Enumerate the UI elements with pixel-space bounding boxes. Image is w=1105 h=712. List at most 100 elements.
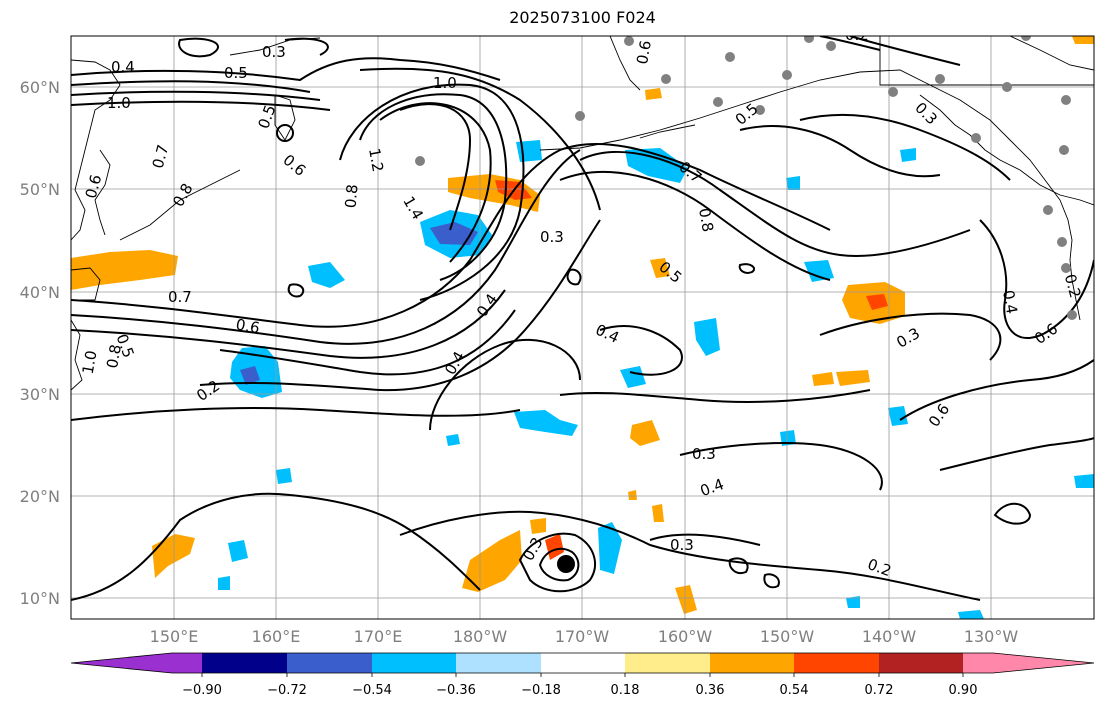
longitude-labels: 150°E 160°E 170°E 180°W 170°W 160°W 150°… <box>150 627 1019 646</box>
positive-anomaly-region <box>812 372 834 386</box>
colorbar-label: −0.54 <box>352 683 392 698</box>
strong-negative-region <box>240 366 260 385</box>
contour-label: 0.7 <box>168 288 192 306</box>
positive-anomaly-region <box>630 420 660 446</box>
map-frame <box>70 35 1095 620</box>
negative-anomaly-region <box>786 176 800 190</box>
colorbar-segment <box>202 653 287 673</box>
negative-anomaly-region <box>804 260 834 282</box>
lon-label: 160°E <box>252 627 301 646</box>
lat-label: 50°N <box>20 180 60 199</box>
contour-label: 0.3 <box>692 445 716 463</box>
colorbar-segment <box>794 653 879 673</box>
negative-anomaly-region <box>846 596 860 608</box>
negative-anomaly-region <box>516 140 542 162</box>
colorbar-segment <box>456 653 541 673</box>
lat-label: 30°N <box>20 385 60 404</box>
positive-anomaly-region <box>152 534 195 578</box>
contour-lines <box>71 36 1094 601</box>
colorbar-segment <box>541 653 625 673</box>
contour-label: 0.6 <box>234 315 261 337</box>
colorbar-label: −0.18 <box>521 683 561 698</box>
negative-anomaly-region <box>514 410 578 436</box>
contour-label: 1.0 <box>433 74 457 92</box>
contour-label: 0.7 <box>149 143 173 171</box>
contour-label: 0.4 <box>111 58 135 76</box>
colorbar-label: 0.18 <box>611 683 640 698</box>
lon-label: 170°E <box>354 627 403 646</box>
lon-label: 180°W <box>453 627 508 646</box>
positive-anomaly-region <box>1072 36 1094 44</box>
contour-label: 0.3 <box>540 228 564 246</box>
positive-anomaly-region <box>650 258 670 278</box>
contour-label: 0.8 <box>342 184 362 209</box>
colorbar-extend-high <box>993 653 1094 673</box>
contour-label: 0.3 <box>262 43 286 61</box>
positive-anomaly-region <box>652 504 664 522</box>
colorbar-label: 0.72 <box>865 683 894 698</box>
positive-anomaly-region <box>645 88 662 100</box>
colorbar-label: −0.36 <box>436 683 476 698</box>
negative-anomaly-region <box>598 522 622 574</box>
contour-label: 0.3 <box>670 536 694 554</box>
colorbar-segment <box>710 653 794 673</box>
positive-anomaly-region <box>71 250 178 290</box>
contour-label: 0.2 <box>845 26 869 44</box>
negative-anomaly-region <box>900 148 916 162</box>
map-title: 2025073100 F024 <box>509 8 656 27</box>
positive-anomaly-region <box>836 370 870 386</box>
lat-label: 20°N <box>20 487 60 506</box>
lon-label: 130°W <box>964 627 1019 646</box>
negative-anomaly-region <box>888 406 908 426</box>
negative-anomaly-region <box>276 468 292 484</box>
strong-positive-region <box>866 294 888 310</box>
map-background <box>71 36 1094 619</box>
colorbar-segment <box>963 653 993 673</box>
contour-label: 0.6 <box>633 39 655 66</box>
colorbar-tick-labels: −0.90 −0.72 −0.54 −0.36 −0.18 0.18 0.36 … <box>182 683 977 698</box>
strong-negative-region <box>430 222 478 245</box>
positive-anomaly-region <box>628 490 637 500</box>
lat-label: 60°N <box>20 78 60 97</box>
colorbar-segment <box>625 653 710 673</box>
negative-anomaly-region <box>625 148 688 183</box>
negative-anomaly-region <box>620 366 646 388</box>
contour-label: 0.8 <box>695 207 717 234</box>
colorbar-segment <box>172 653 202 673</box>
colorbar-label: 0.36 <box>696 683 725 698</box>
negative-anomaly-region <box>694 318 720 356</box>
strong-positive-region <box>545 534 564 560</box>
negative-anomaly-region <box>446 434 460 446</box>
lon-label: 140°W <box>862 627 917 646</box>
colorbar-segment <box>372 653 456 673</box>
contour-label: 0.2 <box>1061 272 1085 300</box>
lon-label: 150°W <box>760 627 815 646</box>
positive-anomaly-region <box>462 530 522 592</box>
lon-label: 160°W <box>658 627 713 646</box>
contour-label: 0.4 <box>999 289 1021 316</box>
colorbar-label: 0.54 <box>780 683 809 698</box>
colorbar-label: −0.90 <box>182 683 222 698</box>
colorbar-label: −0.72 <box>267 683 307 698</box>
contour-label: 0.6 <box>82 173 106 201</box>
lon-label: 170°W <box>555 627 610 646</box>
negative-anomaly-region <box>958 610 984 619</box>
lat-label: 40°N <box>20 283 60 302</box>
negative-anomaly-region <box>228 540 248 562</box>
colorbar-segment <box>287 653 372 673</box>
lon-label: 150°E <box>150 627 199 646</box>
colorbar-label: 0.90 <box>949 683 978 698</box>
contour-label: 1.0 <box>79 349 101 376</box>
colorbar-extend-low <box>71 653 172 673</box>
positive-anomaly-region <box>530 518 546 534</box>
positive-anomaly-region <box>675 585 697 614</box>
lat-label: 10°N <box>20 589 60 608</box>
negative-anomaly-region <box>1074 474 1094 488</box>
storm-center-marker <box>557 555 575 573</box>
latitude-labels: 60°N 50°N 40°N 30°N 20°N 10°N <box>20 78 60 608</box>
colorbar <box>70 652 1095 677</box>
low-center-marker <box>276 124 294 142</box>
colorbar-outline <box>70 652 1095 674</box>
station-markers <box>415 36 1077 320</box>
